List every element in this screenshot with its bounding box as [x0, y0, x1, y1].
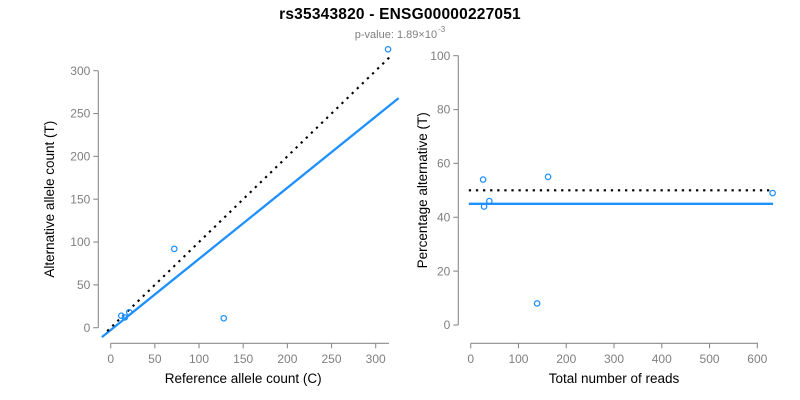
data-point — [486, 197, 493, 205]
x-tick-label: 150 — [233, 352, 253, 366]
y-tick-label: 0 — [444, 318, 451, 332]
pvalue-times-ten: ×10 — [418, 29, 438, 41]
y-axis-title: Percentage alternative (T) — [415, 112, 430, 268]
data-point — [479, 176, 487, 183]
data-point — [480, 203, 488, 210]
x-tick-label: 100 — [189, 352, 209, 366]
y-tick-label: 40 — [437, 210, 451, 224]
pvalue-prefix: p-value: — [354, 29, 397, 41]
x-tick-label: 400 — [652, 352, 672, 366]
y-tick-label: 20 — [437, 264, 451, 278]
y-tick-label: 50 — [77, 278, 91, 292]
x-tick-label: 500 — [700, 352, 720, 366]
y-axis-title: Alternative allele count (T) — [42, 121, 57, 278]
x-tick-label: 300 — [366, 352, 386, 366]
y-tick-label: 100 — [70, 235, 90, 249]
data-point — [121, 314, 129, 321]
data-point — [170, 245, 178, 253]
plot-title: rs35343820 - ENSG00000227051 — [279, 6, 521, 23]
pvalue-mantissa: 1.89 — [396, 29, 419, 41]
y-tick-label: 60 — [437, 157, 451, 171]
y-tick-label: 80 — [437, 103, 451, 117]
x-tick-label: 300 — [604, 352, 624, 366]
y-tick-label: 100 — [430, 49, 450, 63]
data-point — [384, 45, 392, 53]
x-tick-label: 100 — [508, 352, 528, 366]
x-tick-label: 0 — [107, 352, 114, 366]
data-point — [117, 312, 125, 320]
x-tick-label: 0 — [467, 352, 474, 366]
y-tick-label: 0 — [84, 321, 91, 335]
x-axis-title: Total number of reads — [549, 371, 680, 386]
scatter-plot-allele-counts: 0 50 100 150 200 250 300 Reference allele count… — [42, 45, 400, 386]
x-tick-label: 200 — [556, 352, 576, 366]
y-tick-label: 250 — [70, 107, 90, 121]
data-point — [220, 314, 228, 322]
x-tick-label: 50 — [148, 352, 162, 366]
fitted-line — [101, 97, 400, 339]
x-tick-label: 600 — [747, 352, 767, 366]
y-tick-label: 300 — [70, 64, 90, 78]
data-point — [533, 300, 541, 307]
pvalue-subtitle: p-value: 1.89×10-3 — [0, 25, 800, 41]
pvalue-exponent: -3 — [438, 25, 446, 34]
data-point — [125, 308, 133, 316]
data-point — [544, 173, 552, 181]
data-point — [769, 189, 776, 197]
x-tick-label: 250 — [322, 352, 342, 366]
y-tick-label: 200 — [70, 150, 90, 164]
identity-line — [106, 54, 393, 332]
y-tick-label: 150 — [70, 192, 90, 206]
x-tick-label: 200 — [277, 352, 297, 366]
x-axis-title: Reference allele count (C) — [165, 371, 322, 386]
